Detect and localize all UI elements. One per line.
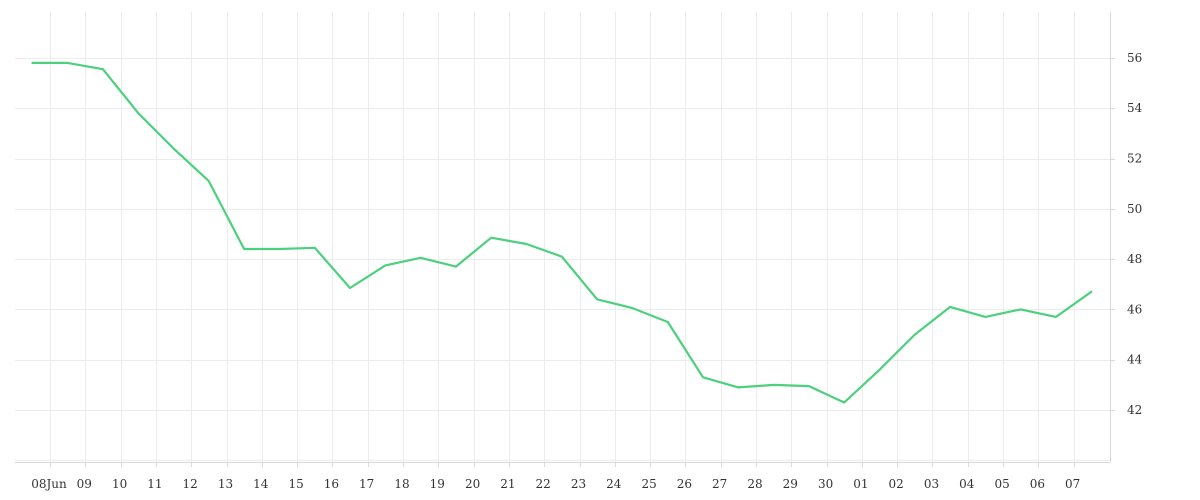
x-tick-label: 08Jun bbox=[31, 477, 67, 491]
x-tick-label: 30 bbox=[818, 477, 833, 491]
x-tick-label: 18 bbox=[394, 477, 409, 491]
x-tick-label: 03 bbox=[924, 477, 939, 491]
x-tick-label: 20 bbox=[465, 477, 480, 491]
y-tick-label: 52 bbox=[1127, 152, 1142, 166]
x-tick-label: 09 bbox=[77, 477, 92, 491]
x-tick-label: 13 bbox=[218, 477, 233, 491]
x-tick-label: 22 bbox=[536, 477, 551, 491]
x-tick-label: 07 bbox=[1065, 477, 1080, 491]
y-tick-label: 54 bbox=[1127, 101, 1143, 115]
x-tick-labels: 08Jun 09 10 11 12 13 14 15 16 17 18 19 20 21 22 23 24 25 2… bbox=[31, 477, 1080, 491]
x-tick-label: 29 bbox=[783, 477, 798, 491]
x-tick-label: 11 bbox=[147, 477, 162, 491]
x-tick-label: 27 bbox=[712, 477, 727, 491]
y-tick-labels: 42 44 46 48 50 52 54 56 bbox=[1127, 51, 1143, 417]
x-tick-label: 06 bbox=[1030, 477, 1045, 491]
x-tick-label: 23 bbox=[571, 477, 586, 491]
x-tick-label: 12 bbox=[183, 477, 198, 491]
x-tick-label: 26 bbox=[677, 477, 692, 491]
x-tick-label: 04 bbox=[959, 477, 975, 491]
x-tick-label: 10 bbox=[112, 477, 127, 491]
axes bbox=[15, 12, 1115, 467]
x-tick-label: 25 bbox=[641, 477, 656, 491]
x-tick-label: 05 bbox=[994, 477, 1009, 491]
horizontal-grid bbox=[15, 58, 1110, 461]
series-layer bbox=[31, 61, 1093, 404]
x-tick-label: 28 bbox=[747, 477, 762, 491]
x-tick-label: 24 bbox=[606, 477, 622, 491]
x-tick-label: 16 bbox=[324, 477, 339, 491]
y-tick-label: 46 bbox=[1127, 302, 1142, 316]
x-tick-label: 01 bbox=[853, 477, 868, 491]
y-tick-label: 42 bbox=[1127, 403, 1142, 417]
x-tick-label: 17 bbox=[359, 477, 374, 491]
x-tick-label: 15 bbox=[288, 477, 303, 491]
vertical-grid bbox=[50, 12, 1075, 462]
x-tick-label: 19 bbox=[430, 477, 445, 491]
y-tick-label: 44 bbox=[1127, 353, 1143, 367]
y-tick-label: 50 bbox=[1127, 202, 1142, 216]
x-tick-label: 21 bbox=[500, 477, 515, 491]
x-tick-label: 02 bbox=[889, 477, 904, 491]
x-tick-label: 14 bbox=[253, 477, 269, 491]
y-tick-label: 56 bbox=[1127, 51, 1142, 65]
y-tick-label: 48 bbox=[1127, 252, 1142, 266]
series-line bbox=[31, 61, 1093, 404]
